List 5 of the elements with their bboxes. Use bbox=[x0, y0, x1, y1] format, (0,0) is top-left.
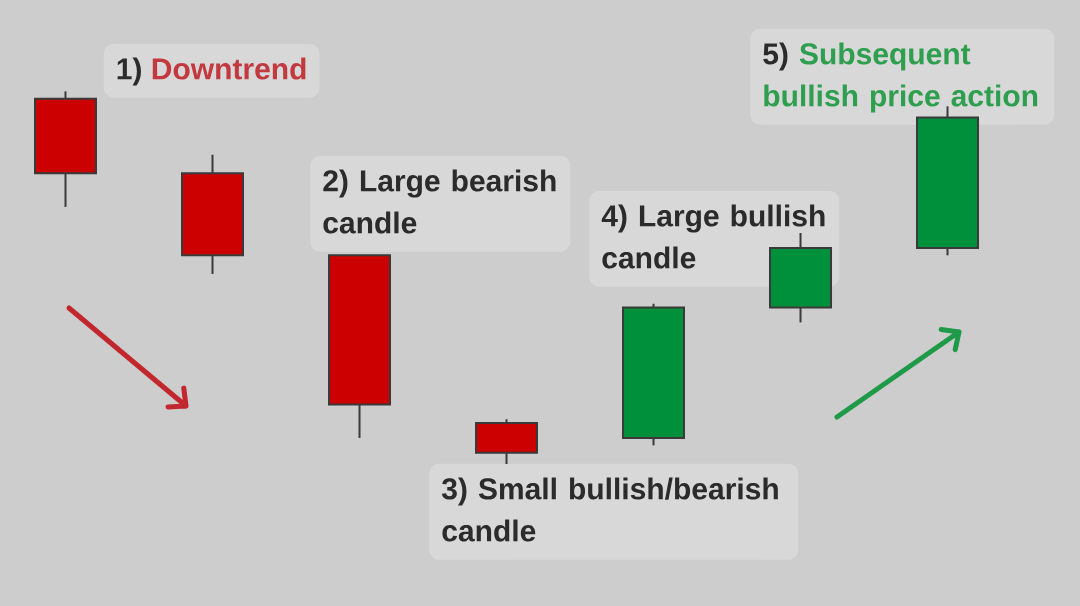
text: 1) Downtrend bbox=[117, 57, 306, 86]
annotation: 5) Subsequent bullish price action bbox=[763, 42, 1038, 113]
annotation: 4) Large bullish candle bbox=[601, 204, 825, 269]
text: 3) Small bullish/bearish candle bbox=[441, 477, 778, 542]
annotation: 2) Large bearish candle bbox=[323, 169, 556, 234]
